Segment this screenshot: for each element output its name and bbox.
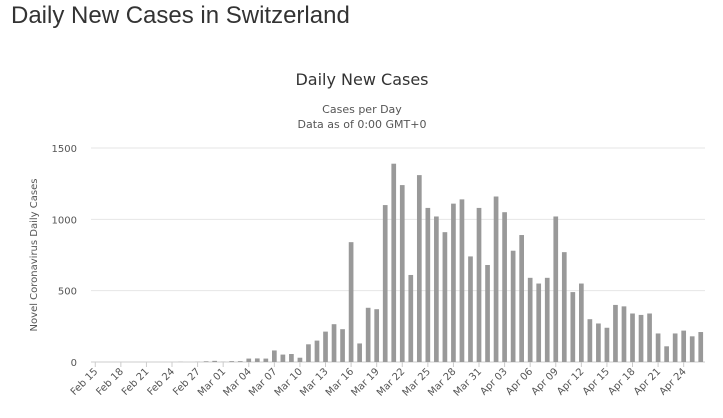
chart-title: Daily New Cases <box>295 70 428 89</box>
bar <box>314 340 320 362</box>
chart-subtitle-line-2: Data as of 0:00 GMT+0 <box>298 118 427 131</box>
bar <box>476 207 482 362</box>
x-tick-label: Feb 18 <box>94 366 126 398</box>
bar <box>553 216 559 362</box>
bar <box>416 175 422 362</box>
bar <box>689 336 695 362</box>
gridlines <box>91 147 705 363</box>
bar <box>382 205 388 362</box>
bar <box>468 256 473 362</box>
bar <box>272 350 277 362</box>
bar <box>263 358 269 362</box>
bar <box>638 314 644 362</box>
bars <box>178 163 704 362</box>
x-tick-label: Apr 15 <box>581 366 612 397</box>
bar <box>408 274 414 362</box>
bar <box>587 319 593 362</box>
bar <box>323 331 328 362</box>
x-tick-label: Apr 06 <box>504 366 535 397</box>
y-axis-title: Novel Coronavirus Daily Cases <box>29 179 40 332</box>
bar <box>374 309 380 362</box>
y-tick-label: 500 <box>58 287 77 298</box>
x-tick-label: Apr 09 <box>530 366 561 397</box>
x-tick-label: Apr 21 <box>632 366 663 397</box>
bar <box>365 307 371 362</box>
bar <box>289 354 294 362</box>
bar <box>280 354 286 362</box>
bar <box>596 323 601 362</box>
x-tick-label: Apr 24 <box>658 366 689 397</box>
x-tick-label: Feb 24 <box>146 366 178 398</box>
bar <box>203 361 209 362</box>
bar <box>297 357 303 362</box>
bar <box>561 252 567 362</box>
bar <box>451 203 456 362</box>
bar <box>399 185 405 362</box>
bar <box>655 333 661 362</box>
y-tick-label: 0 <box>71 358 77 369</box>
bar <box>519 235 524 362</box>
page-title: Daily New Cases in Switzerland <box>11 2 350 29</box>
x-tick-label: Apr 12 <box>555 366 586 397</box>
bar <box>348 242 354 362</box>
bar <box>254 358 260 362</box>
bar <box>357 343 362 362</box>
bar <box>212 360 217 362</box>
bar <box>681 330 687 362</box>
bar <box>391 163 397 362</box>
bar <box>621 306 627 362</box>
x-tick-label: Apr 18 <box>606 366 637 397</box>
bar <box>647 313 652 362</box>
x-tick-label: Feb 15 <box>69 366 101 398</box>
x-tick-label: Apr 03 <box>478 366 509 397</box>
bar <box>459 199 465 362</box>
bar <box>229 361 235 362</box>
bar <box>579 283 584 362</box>
bar <box>442 232 448 362</box>
bar <box>664 346 669 362</box>
bar <box>502 212 507 362</box>
bar <box>306 344 311 362</box>
bar <box>672 333 678 362</box>
bar <box>331 324 337 362</box>
bar <box>698 332 704 362</box>
y-tick-label: 1500 <box>52 144 77 155</box>
bar <box>613 304 618 362</box>
bar <box>425 207 431 362</box>
bar <box>544 277 550 362</box>
x-tick-label: Feb 21 <box>120 366 152 398</box>
chart-subtitle-line-1: Cases per Day <box>322 103 402 116</box>
bar <box>485 264 490 362</box>
y-axis-ticks: 0 500 1000 1500 <box>52 144 77 369</box>
bar <box>237 361 243 362</box>
bar <box>604 327 610 362</box>
bar <box>527 277 533 362</box>
bar <box>340 329 345 362</box>
bar <box>493 196 499 362</box>
bar <box>536 283 542 362</box>
bar <box>510 250 516 362</box>
bar <box>630 313 635 362</box>
bar <box>434 216 439 362</box>
bar <box>570 292 576 362</box>
bar <box>246 358 252 362</box>
x-tick-label: Mar 31 <box>452 366 484 398</box>
y-tick-label: 1000 <box>52 215 77 226</box>
